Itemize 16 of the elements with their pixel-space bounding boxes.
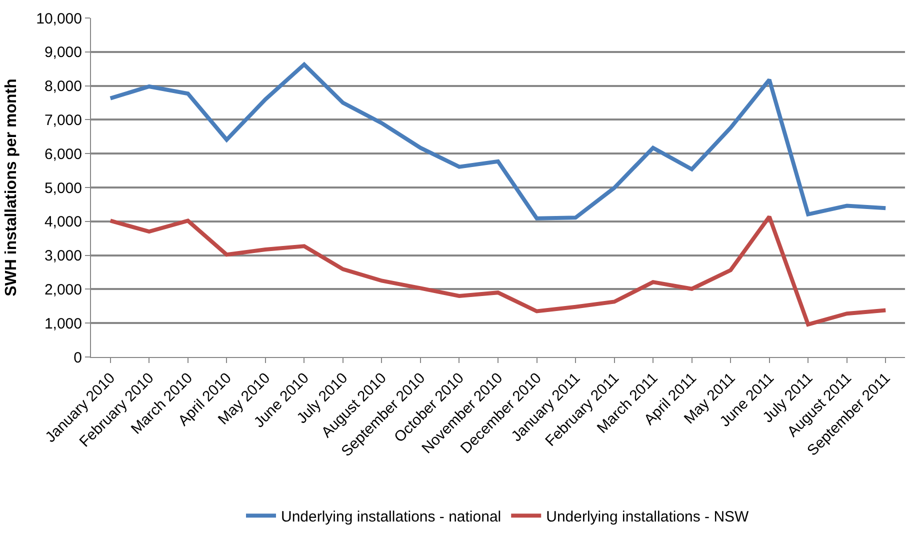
y-tick-label: 3,000 <box>44 248 82 265</box>
y-axis-title: SWH installations per month <box>3 78 20 296</box>
line-series <box>108 214 888 326</box>
y-tick-label: 7,000 <box>44 112 82 129</box>
line-series <box>108 62 888 220</box>
legend-label: Underlying installations - NSW <box>546 508 750 526</box>
y-tick-label: 5,000 <box>44 180 82 197</box>
y-tick-label: 0 <box>74 349 82 366</box>
y-tick-label: 4,000 <box>44 214 82 231</box>
y-tick-label: 9,000 <box>44 44 82 62</box>
y-tick-label: 10,000 <box>36 10 82 28</box>
y-tick-label: 6,000 <box>44 146 82 163</box>
legend-label: Underlying installations - national <box>281 508 502 526</box>
y-tick-label: 2,000 <box>44 281 82 298</box>
y-tick-label: 8,000 <box>44 78 82 96</box>
y-tick-label: 1,000 <box>44 315 82 332</box>
